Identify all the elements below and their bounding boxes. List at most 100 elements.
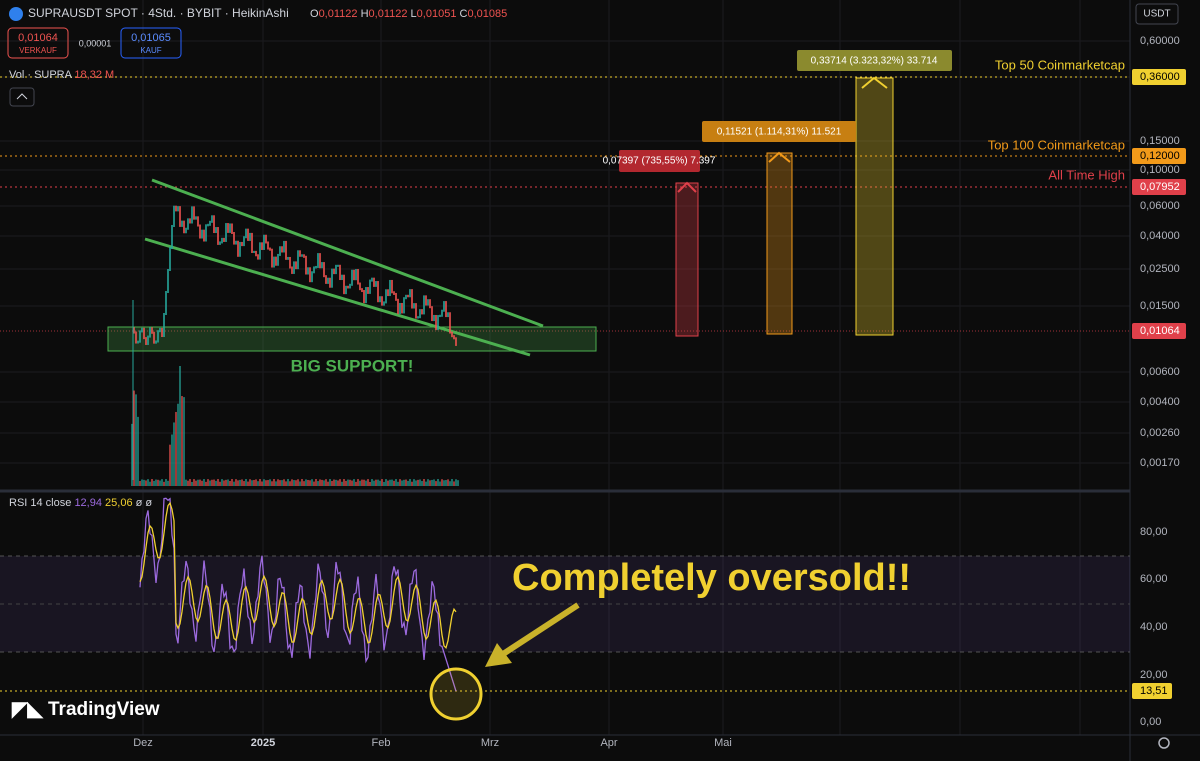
- candle: [155, 340, 157, 344]
- volume-bar: [417, 479, 419, 486]
- candle: [443, 301, 445, 312]
- candle: [369, 279, 371, 294]
- candle: [401, 302, 403, 314]
- annotation: BIG SUPPORT!: [291, 356, 414, 375]
- rsi-ma-line: [139, 501, 457, 650]
- candle: [231, 223, 233, 235]
- volume-bar: [405, 479, 407, 486]
- volume-bar: [407, 480, 409, 486]
- volume-bar: [349, 479, 351, 486]
- time-axis: Dez 2025 Feb Mrz Apr Mai: [133, 737, 732, 749]
- candle: [191, 206, 193, 224]
- volume-bar: [419, 479, 421, 486]
- candle: [199, 224, 201, 239]
- volume-bar: [453, 481, 455, 486]
- volume-bar: [441, 479, 443, 486]
- volume-bar: [217, 479, 219, 486]
- candle: [179, 206, 181, 227]
- target-arrow: [861, 76, 888, 89]
- candle: [349, 283, 351, 289]
- time-axis-label: Mai: [714, 737, 732, 749]
- candle: [137, 340, 139, 344]
- buy-button[interactable]: [120, 27, 182, 59]
- volume-bar: [141, 479, 143, 486]
- volume-bar: [279, 480, 281, 486]
- candle: [215, 227, 217, 234]
- volume-bar: [157, 479, 159, 486]
- volume-bar: [287, 479, 289, 486]
- candle: [451, 331, 453, 338]
- candle: [441, 309, 443, 317]
- target-box: [675, 182, 699, 337]
- candle: [251, 232, 253, 253]
- candle: [281, 246, 283, 253]
- candle: [203, 229, 205, 242]
- volume-bar: [375, 479, 377, 486]
- target-label-bg: [702, 121, 856, 142]
- candle: [407, 294, 409, 298]
- volume-bar: [355, 481, 357, 486]
- volume-bar: [229, 480, 231, 486]
- volume-bar: [423, 479, 425, 486]
- settings-icon[interactable]: [1158, 737, 1170, 749]
- volume-bar: [275, 481, 277, 486]
- currency: USDT: [1143, 9, 1170, 20]
- logo[interactable]: TradingView: [48, 699, 160, 720]
- volume-bar: [339, 479, 341, 486]
- sell-button[interactable]: [7, 27, 69, 59]
- volume-bar: [151, 479, 153, 486]
- buy-price: 0,01065: [131, 32, 171, 44]
- candle: [253, 250, 255, 253]
- price-axis-label: 0,10000: [1140, 164, 1180, 176]
- candle: [235, 240, 237, 245]
- wedge-line: [144, 237, 531, 357]
- volume-bar: [371, 479, 373, 486]
- candle: [343, 274, 345, 295]
- candle: [433, 314, 435, 322]
- collapse-button[interactable]: [9, 87, 35, 107]
- volume-bar: [247, 481, 249, 486]
- price-axis-label: 0,00600: [1140, 366, 1180, 378]
- candle: [245, 228, 247, 239]
- volume-bar: [289, 481, 291, 486]
- target-label: 0,07397 (735,55%) 7.397: [603, 156, 716, 167]
- volume-bar: [159, 480, 161, 486]
- symbol[interactable]: SUPRAUSDT SPOT · 4Std. · BYBIT · HeikinA…: [28, 6, 289, 20]
- ohlc-value: 0,01085: [467, 8, 507, 20]
- price-axis-label: 0,60000: [1140, 35, 1180, 47]
- candle: [153, 331, 155, 344]
- candle: [319, 253, 321, 269]
- volume-bar: [397, 481, 399, 486]
- volume-bar: [433, 479, 435, 486]
- time-axis-label: 2025: [251, 737, 275, 749]
- volume-bar: [445, 480, 447, 486]
- candle: [449, 312, 451, 334]
- candle: [289, 256, 291, 269]
- volume-bar: [191, 481, 193, 486]
- candle: [339, 264, 341, 281]
- volume-label: Vol · SUPRA 18,32 M: [9, 69, 114, 81]
- volume-bar: [219, 481, 221, 486]
- volume-bar: [265, 480, 267, 486]
- candle: [327, 277, 329, 284]
- support-zone: [107, 326, 597, 352]
- candle: [303, 254, 305, 258]
- volume-bar: [199, 479, 201, 486]
- rsi-axis-label: 13,51: [1140, 685, 1168, 697]
- candle: [315, 265, 317, 269]
- volume-bar: [353, 479, 355, 486]
- candle: [357, 269, 359, 285]
- volume-bar: [205, 481, 207, 486]
- candle: [189, 218, 191, 224]
- target-box: [766, 152, 793, 335]
- price-axis-badge: [1132, 148, 1186, 164]
- volume-bar: [313, 481, 315, 486]
- volume-bar: [169, 444, 171, 486]
- candle: [383, 301, 385, 306]
- grid: [0, 0, 1130, 735]
- candle: [193, 206, 195, 220]
- volume-bar: [393, 480, 395, 486]
- volume-bar: [359, 480, 361, 486]
- volume-bar: [327, 481, 329, 486]
- currency-button[interactable]: [1135, 3, 1179, 25]
